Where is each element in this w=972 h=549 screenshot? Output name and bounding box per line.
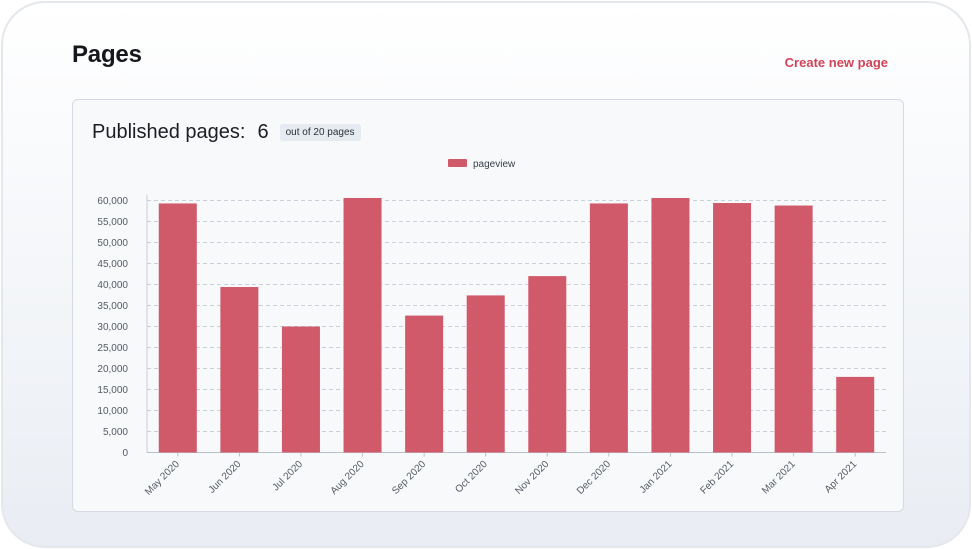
y-tick-label: 30,000 [97,322,128,333]
y-tick-label: 10,000 [97,406,128,417]
x-tick-label: Oct 2020 [453,459,490,496]
x-tick-label: Jun 2020 [207,459,244,496]
y-tick-label: 40,000 [97,280,128,291]
bar[interactable] [589,203,628,453]
bar[interactable] [528,276,567,453]
legend: pageview [448,159,516,170]
bar[interactable] [651,197,690,453]
x-tick-label: Apr 2021 [823,459,860,496]
pages-stats-card: Published pages: 6 out of 20 pages pagevi… [72,99,904,512]
x-tick-label: Mar 2021 [760,459,798,497]
x-tick-label: Aug 2020 [329,459,367,497]
y-tick-label: 25,000 [97,343,128,354]
total-pages-badge: out of 20 pages [279,124,361,141]
create-new-page-link[interactable]: Create new page [784,55,888,70]
bar[interactable] [158,203,197,453]
y-tick-label: 35,000 [97,301,128,312]
y-tick-label: 15,000 [97,385,128,396]
y-tick-label: 60,000 [97,196,128,207]
published-pages-count: 6 [257,121,269,143]
x-tick-label: Jul 2020 [271,459,306,494]
y-axis: 0 5,000 10,000 15,000 20,000 25,000 30,000 35,0… [97,194,886,459]
x-tick-label: May 2020 [143,459,182,498]
x-tick-label: Jan 2021 [638,459,675,496]
bar[interactable] [466,295,505,453]
x-axis: May 2020 Jun 2020 Jul 2020 Aug 2020 Sep 2020… [143,452,860,498]
published-pages-label: Published pages: [92,121,246,143]
x-tick-label: Dec 2020 [575,459,613,497]
legend-swatch [448,159,467,167]
bar[interactable] [836,376,875,453]
x-tick-label: Nov 2020 [513,459,551,497]
bar[interactable] [343,197,382,453]
bar[interactable] [405,315,444,453]
x-tick-label: Feb 2021 [698,459,736,497]
page-title: Pages [72,41,142,68]
y-tick-label: 0 [122,448,128,459]
bar[interactable] [774,205,813,453]
y-tick-label: 55,000 [97,217,128,228]
bars [158,197,875,453]
bar[interactable] [281,326,320,453]
card-heading: Published pages: 6 out of 20 pages [92,121,361,144]
bar[interactable] [713,203,752,453]
y-tick-label: 20,000 [97,364,128,375]
y-tick-label: 5,000 [103,427,128,438]
y-tick-label: 45,000 [97,259,128,270]
x-tick-label: Sep 2020 [390,459,428,497]
legend-label-pageview: pageview [473,159,516,170]
y-tick-label: 50,000 [97,238,128,249]
bar[interactable] [220,287,259,453]
pageview-bar-chart: pageview 0 5,000 10,000 15,000 20,000 25,000 3… [97,159,886,498]
